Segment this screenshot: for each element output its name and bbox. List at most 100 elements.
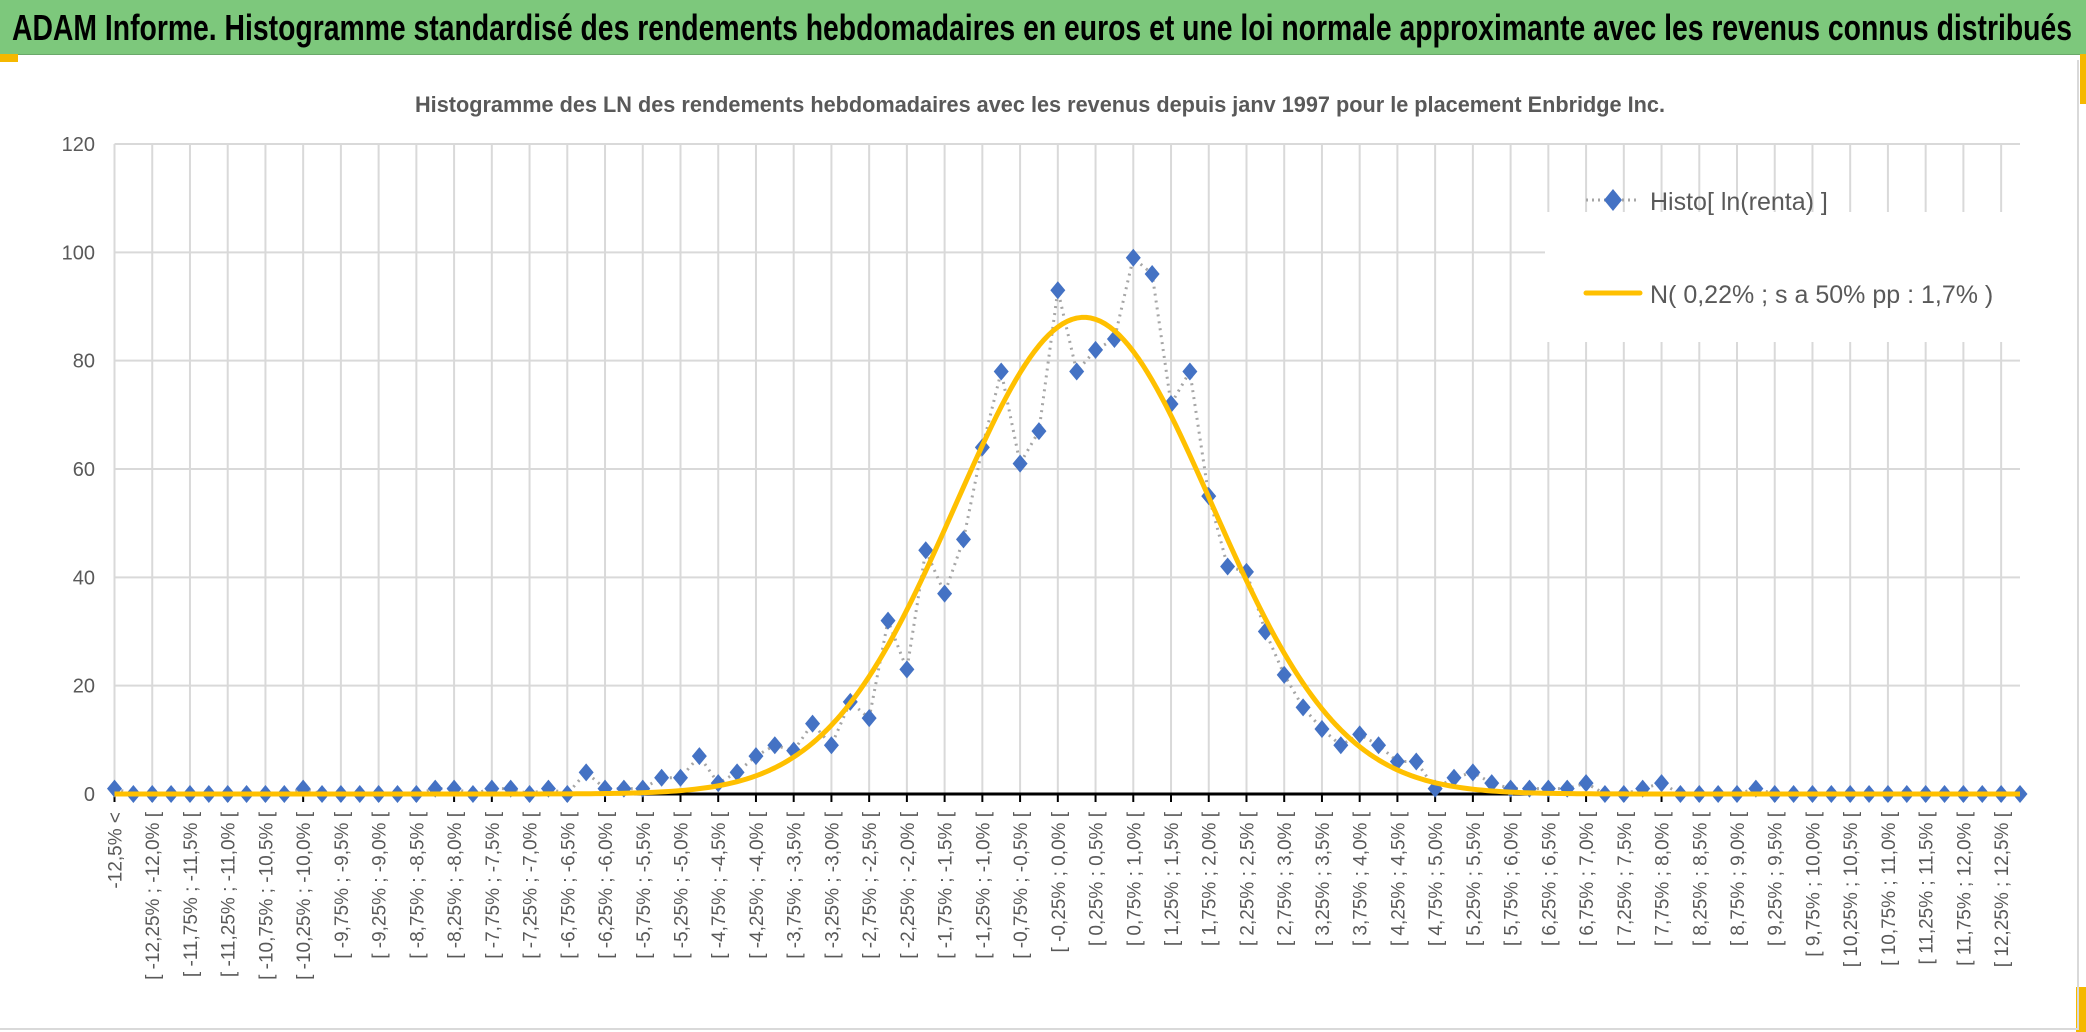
x-tick-label: [ -7,25% ; -7,0% [ xyxy=(521,811,542,959)
x-tick-label: [ -3,25% ; -3,0% [ xyxy=(822,811,843,959)
x-tick-label: [ 8,25% ; 8,5% [ xyxy=(1690,811,1711,946)
x-tick-label: [ 9,25% ; 9,5% [ xyxy=(1766,811,1787,946)
y-tick-label: 60 xyxy=(73,459,95,481)
y-tick-label: 100 xyxy=(62,242,95,264)
chart-title: Histogramme des LN des rendements hebdom… xyxy=(415,92,1665,117)
x-tick-label: [ -3,75% ; -3,5% [ xyxy=(785,811,806,959)
x-tick-label: [ -8,25% ; -8,0% [ xyxy=(445,811,466,959)
histo-point xyxy=(993,362,1009,381)
x-tick-label: [ 6,25% ; 6,5% [ xyxy=(1539,811,1560,946)
normal-curve-line xyxy=(114,314,2020,797)
histo-point xyxy=(1144,265,1160,283)
legend-histo-label: Histo[ ln(renta) ] xyxy=(1650,188,1828,216)
histo-point xyxy=(1069,362,1085,381)
x-tick-label: [ -11,25% ; -11,0% [ xyxy=(219,811,240,977)
histo-point xyxy=(1484,774,1500,793)
histo-point xyxy=(1012,454,1028,473)
x-tick-label: [ -9,25% ; -9,0% [ xyxy=(370,811,391,959)
x-tick-label: [ -4,75% ; -4,5% [ xyxy=(709,811,730,959)
histo-point xyxy=(861,709,877,728)
x-tick-label: [ -12,25% ; -12,0% [ xyxy=(143,811,164,980)
x-tick-label: [ -8,75% ; -8,5% [ xyxy=(407,811,428,959)
x-tick-label: [ -10,25% ; -10,0% [ xyxy=(294,811,315,980)
x-tick-label: [ 8,75% ; 9,0% [ xyxy=(1728,811,1749,946)
x-tick-label: [ 11,75% ; 12,0% [ xyxy=(1954,811,1975,966)
x-tick-label: [ -11,75% ; -11,5% [ xyxy=(181,811,202,977)
x-tick-label: [ 10,25% ; 10,5% [ xyxy=(1841,811,1862,967)
x-tick-label: [ -2,75% ; -2,5% [ xyxy=(860,811,881,959)
x-tick-label: [ -7,75% ; -7,5% [ xyxy=(483,811,504,959)
x-tick-label: [ 10,75% ; 11,0% [ xyxy=(1879,811,1900,966)
histo-point xyxy=(880,611,896,630)
x-tick-label: [ 5,25% ; 5,5% [ xyxy=(1464,811,1485,946)
x-tick-label: [ 7,75% ; 8,0% [ xyxy=(1653,811,1674,946)
x-tick-label: [ 9,75% ; 10,0% [ xyxy=(1803,811,1824,956)
histo-point xyxy=(899,660,915,679)
histo-point xyxy=(1408,752,1424,771)
x-tick-label: [ 4,25% ; 4,5% [ xyxy=(1388,811,1409,946)
accent-bar-right-top xyxy=(2080,54,2086,104)
histo-point xyxy=(691,747,707,766)
legend-normal-label: N( 0,22% ; s a 50% pp : 1,7% ) xyxy=(1650,281,1993,309)
histo-point xyxy=(955,530,971,549)
x-tick-label: [ -10,75% ; -10,5% [ xyxy=(256,811,277,980)
histo-point xyxy=(1654,774,1670,793)
histo-point xyxy=(1465,763,1481,782)
x-tick-label: [ 1,75% ; 2,0% [ xyxy=(1200,811,1221,946)
histo-point xyxy=(672,768,688,787)
x-tick-label: [ -1,75% ; -1,5% [ xyxy=(936,811,957,959)
histo-point xyxy=(918,541,934,560)
histo-point xyxy=(1333,736,1349,755)
histo-point xyxy=(654,768,670,787)
histo-point xyxy=(1446,768,1462,787)
x-tick-label: [ 6,75% ; 7,0% [ xyxy=(1577,811,1598,946)
legend-background xyxy=(1545,212,2050,342)
x-tick-label: [ -6,75% ; -6,5% [ xyxy=(558,811,579,959)
x-tick-label: [ 11,25% ; 11,5% [ xyxy=(1917,811,1938,964)
legend: Histo[ ln(renta) ] N( 0,22% ; s a 50% pp… xyxy=(1545,188,2050,342)
histo-point xyxy=(1276,665,1292,684)
histo-point xyxy=(1182,362,1198,381)
report-header: ADAM Informe. Histogramme standardisé de… xyxy=(0,0,2086,55)
x-tick-label: [ 4,75% ; 5,0% [ xyxy=(1426,811,1447,946)
y-tick-label: 80 xyxy=(73,351,95,373)
x-tick-label: [ -4,25% ; -4,0% [ xyxy=(747,811,768,959)
x-tick-label: [ 7,25% ; 7,5% [ xyxy=(1615,811,1636,946)
histo-point xyxy=(1220,557,1236,576)
histo-point xyxy=(1295,698,1311,717)
x-tick-label: [ -0,75% ; -0,5% [ xyxy=(1011,811,1032,959)
histo-point xyxy=(1352,725,1368,744)
x-tick-label: [ -5,25% ; -5,0% [ xyxy=(671,811,692,959)
x-tick-label: -12,5% < xyxy=(106,812,127,889)
histo-point xyxy=(805,714,821,733)
histo-point xyxy=(1088,340,1104,359)
histo-point xyxy=(748,747,764,766)
accent-bar-right-bottom xyxy=(2076,987,2086,1032)
y-axis-ticks: 0 20 40 60 80 100 120 xyxy=(62,134,95,806)
histo-point xyxy=(729,763,745,782)
x-tick-label: [ 12,25% ; 12,5% [ xyxy=(1992,811,2013,967)
histo-point xyxy=(1050,281,1066,300)
accent-bar-left xyxy=(0,54,18,62)
histo-point xyxy=(1314,720,1330,738)
histo-point xyxy=(1031,422,1047,441)
x-tick-label: [ 3,25% ; 3,5% [ xyxy=(1313,811,1334,946)
legend-diamond-icon xyxy=(1604,189,1622,211)
x-tick-label: [ 0,75% ; 1,0% [ xyxy=(1124,811,1145,946)
histo-point xyxy=(937,584,953,603)
x-tick-label: [ -5,75% ; -5,5% [ xyxy=(634,811,655,959)
histo-point xyxy=(1371,736,1387,755)
histo-point xyxy=(1578,774,1594,793)
x-tick-label: [ -1,25% ; -1,0% [ xyxy=(973,811,994,959)
x-tick-label: [ 2,75% ; 3,0% [ xyxy=(1275,811,1296,946)
x-tick-label: [ -2,25% ; -2,0% [ xyxy=(898,811,919,959)
chart-frame xyxy=(0,60,2079,1030)
x-tick-label: [ 2,25% ; 2,5% [ xyxy=(1237,811,1258,946)
report-title-svg: ADAM Informe. Histogramme standardisé de… xyxy=(12,7,2072,48)
histo-point xyxy=(578,763,594,782)
x-tick-label: [ 5,75% ; 6,0% [ xyxy=(1502,811,1523,946)
x-axis-tick-labels: -12,5% < [ -12,25% ; -12,0% [ [ -11,75% ; … xyxy=(106,811,2014,980)
y-tick-label: 40 xyxy=(73,567,95,589)
x-tick-label: [ 1,25% ; 1,5% [ xyxy=(1162,811,1183,946)
